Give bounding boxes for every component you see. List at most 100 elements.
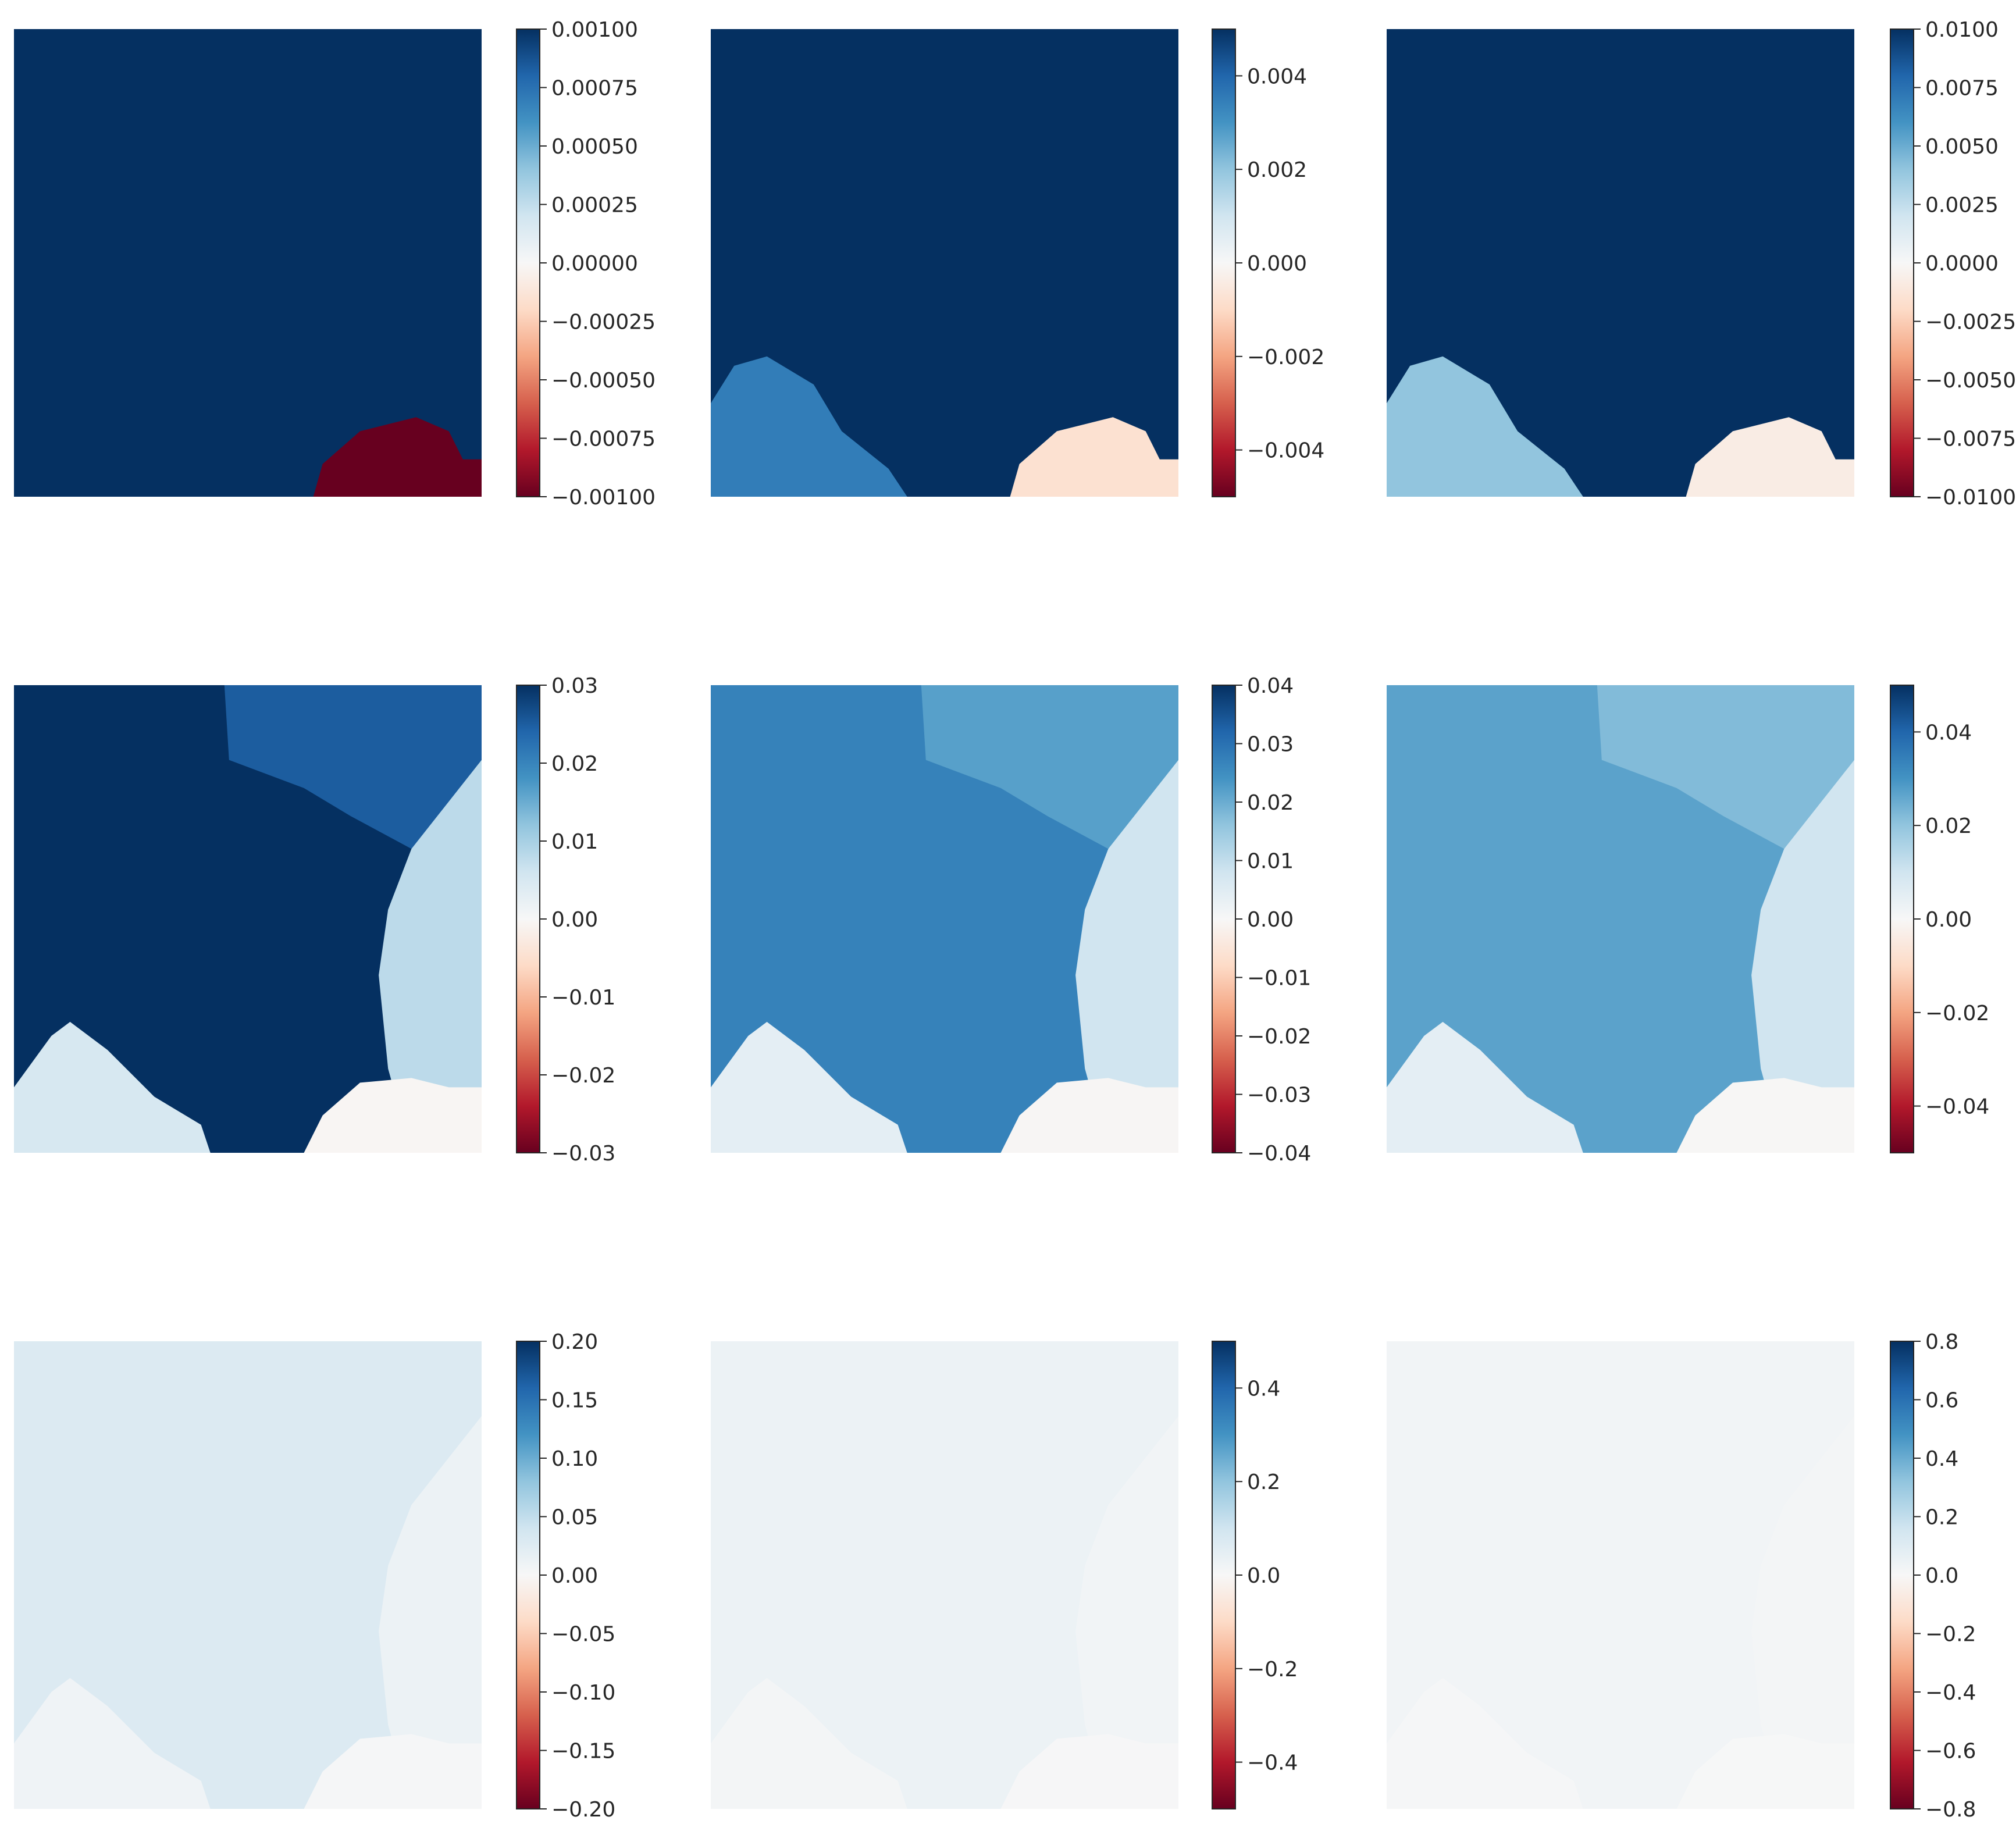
heatmap-region-bottom-left [1387, 1677, 1583, 1809]
colorbar-tick-label: 0.00075 [551, 77, 638, 101]
colorbar-tick-label: 0.00 [551, 1564, 598, 1588]
colorbar-tick-label: −0.03 [551, 1142, 615, 1166]
heatmap-panel-r2c2: 0.8 0.6 0.4 0.2 0.0 −0.2 −0.4 −0.6 −0.8 [1387, 1330, 1976, 1822]
colorbar-tick-label: −0.0025 [1925, 311, 2016, 334]
colorbar-tick-label: 0.00 [1247, 908, 1294, 932]
heatmap-region-right-region [1751, 760, 1854, 1153]
colorbar-tick-label: −0.0050 [1925, 369, 2016, 393]
heatmap-panel-r1c2: 0.04 0.02 0.00 −0.02 −0.04 [1387, 685, 1989, 1153]
colorbar-tick-label: 0.00025 [551, 194, 638, 218]
colorbar [1890, 29, 1914, 497]
heatmap-panel-r0c2: 0.0100 0.0075 0.0050 0.0025 0.0000 −0.0025 −0.… [1387, 18, 2016, 510]
colorbar-tick-label: 0.4 [1247, 1377, 1280, 1401]
heatmap-panel-r2c1: 0.4 0.2 0.0 −0.2 −0.4 [711, 1341, 1298, 1809]
colorbar-tick-label: 0.02 [1925, 814, 1972, 838]
colorbar [1212, 685, 1236, 1153]
colorbar-tick-label: 0.00050 [551, 135, 638, 159]
colorbar-tick-label: 0.02 [1247, 791, 1294, 815]
heatmap-region-top-right [1597, 685, 1854, 849]
colorbar-tick-label: 0.0 [1247, 1564, 1280, 1588]
colorbar [1890, 1341, 1914, 1809]
colorbar-tick-label: 0.0050 [1925, 135, 1999, 159]
colorbar-tick-label: −0.4 [1925, 1681, 1976, 1705]
colorbar-tick-label: −0.004 [1247, 439, 1324, 463]
colorbar-tick-label: −0.04 [1925, 1095, 1989, 1119]
heatmap-panel-r0c1: 0.004 0.002 0.000 −0.002 −0.004 [711, 29, 1324, 497]
colorbar-tick-label: 0.0075 [1925, 77, 1999, 101]
colorbar-tick-label: −0.20 [551, 1798, 615, 1822]
colorbar-tick-label: −0.0075 [1925, 428, 2016, 451]
colorbar-tick-label: 0.15 [551, 1389, 598, 1413]
colorbar-tick-label: −0.00025 [551, 311, 656, 334]
colorbar-tick-label: −0.05 [551, 1623, 615, 1647]
heatmap-panel-r1c1: 0.04 0.03 0.02 0.01 0.00 −0.01 −0.02 −0.03 −0.04 [711, 674, 1311, 1166]
colorbar [1890, 685, 1914, 1153]
colorbar-tick-label: −0.2 [1247, 1658, 1298, 1682]
colorbar-tick-label: −0.04 [1247, 1142, 1311, 1166]
colorbar-tick-label: 0.03 [551, 674, 598, 698]
heatmap-region-right-region [1075, 1416, 1178, 1809]
colorbar-tick-label: 0.0 [1925, 1564, 1958, 1588]
colorbar-tick-label: 0.002 [1247, 158, 1307, 182]
heatmap-region-left-lobe [711, 356, 907, 497]
heatmap-region-bottom-right [304, 1078, 482, 1153]
colorbar-tick-label: −0.6 [1925, 1740, 1976, 1764]
heatmap-region-bottom-left [711, 1677, 907, 1809]
colorbar-tick-label: 0.0100 [1925, 18, 1999, 42]
heatmap-region-bottom-right [1000, 1734, 1178, 1809]
colorbar-tick-label: −0.15 [551, 1740, 615, 1764]
colorbar [516, 29, 540, 497]
colorbar-tick-label: 0.00100 [551, 18, 638, 42]
colorbar-tick-label: 0.04 [1247, 674, 1294, 698]
heatmap-region-top-right [921, 685, 1178, 849]
heatmap-panel-r1c0: 0.03 0.02 0.01 0.00 −0.01 −0.02 −0.03 [14, 674, 615, 1166]
heatmap-region-bottom-right [304, 1734, 482, 1809]
colorbar-tick-label: −0.00075 [551, 428, 656, 451]
colorbar-tick-label: 0.6 [1925, 1389, 1958, 1413]
colorbar [516, 1341, 540, 1809]
colorbar-tick-label: 0.0025 [1925, 194, 1999, 218]
colorbar-tick-label: 0.0000 [1925, 252, 1999, 276]
colorbar-tick-label: −0.10 [551, 1681, 615, 1705]
colorbar-tick-label: 0.02 [551, 752, 598, 776]
colorbar-tick-label: 0.4 [1925, 1447, 1958, 1471]
colorbar-tick-label: −0.2 [1925, 1623, 1976, 1647]
heatmap-panel-r0c0: 0.00100 0.00075 0.00050 0.00025 0.00000 −0.00… [14, 18, 656, 510]
colorbar-tick-label: −0.02 [1247, 1025, 1311, 1049]
heatmap-region-bottom-right [1676, 1734, 1854, 1809]
colorbar-tick-label: −0.4 [1247, 1751, 1298, 1775]
colorbar-tick-label: 0.01 [551, 830, 598, 854]
colorbar-tick-label: 0.00 [1925, 908, 1972, 932]
heatmap-region-right-region [1075, 760, 1178, 1153]
heatmap-field [14, 29, 482, 497]
colorbar-tick-label: 0.000 [1247, 252, 1307, 276]
colorbar-tick-label: 0.8 [1925, 1330, 1958, 1354]
colorbar-tick-label: 0.10 [551, 1447, 598, 1471]
colorbar-tick-label: 0.03 [1247, 733, 1294, 757]
colorbar [1212, 1341, 1236, 1809]
heatmap-region-low-region [313, 417, 482, 497]
colorbar-tick-label: −0.0100 [1925, 486, 2016, 510]
colorbar-tick-label: −0.03 [1247, 1084, 1311, 1107]
colorbar-tick-label: −0.01 [1247, 967, 1311, 991]
colorbar-tick-label: 0.2 [1925, 1506, 1958, 1530]
heatmap-panel-r2c0: 0.20 0.15 0.10 0.05 0.00 −0.05 −0.10 −0.15 −0.20 [14, 1330, 615, 1822]
heatmap-region-right-region [379, 1416, 482, 1809]
heatmap-region-low-region [1010, 417, 1178, 497]
heatmap-region-bottom-left [1387, 1021, 1583, 1153]
colorbar-tick-label: 0.05 [551, 1506, 598, 1530]
heatmap-region-right-region [1751, 1416, 1854, 1809]
colorbar-tick-label: 0.01 [1247, 850, 1294, 874]
heatmap-region-bottom-left [711, 1021, 907, 1153]
colorbar-tick-label: 0.00 [551, 908, 598, 932]
colorbar-tick-label: −0.00100 [551, 486, 656, 510]
heatmap-region-top-right [224, 685, 482, 849]
colorbar-tick-label: −0.00050 [551, 369, 656, 393]
colorbar-tick-label: 0.004 [1247, 65, 1307, 88]
heatmap-region-bottom-right [1676, 1078, 1854, 1153]
colorbar [1212, 29, 1236, 497]
colorbar-tick-label: 0.00000 [551, 252, 638, 276]
heatmap-region-left-lobe [1387, 356, 1583, 497]
heatmap-region-bottom-left [14, 1021, 211, 1153]
